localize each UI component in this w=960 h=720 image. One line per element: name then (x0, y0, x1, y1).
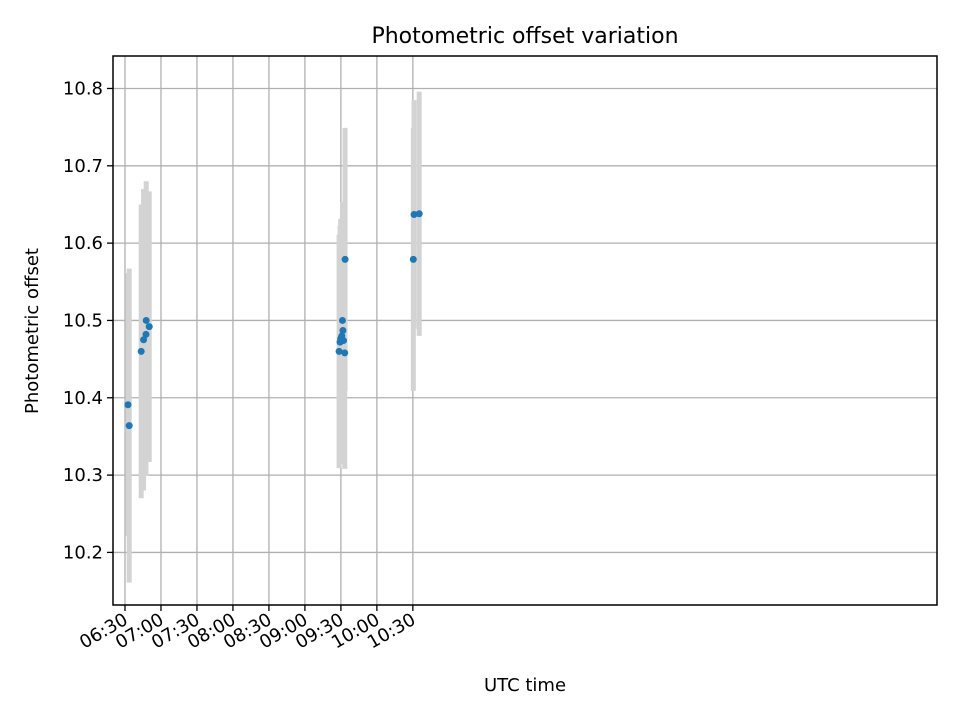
y-tick-label: 10.6 (63, 233, 103, 254)
y-tick-label: 10.2 (63, 542, 103, 563)
data-point (340, 337, 348, 345)
data-point (137, 347, 145, 355)
data-point (338, 316, 346, 324)
data-point (335, 347, 343, 355)
data-points (124, 210, 423, 430)
y-axis-label: Photometric offset (22, 248, 43, 414)
data-point (410, 211, 418, 219)
data-point (339, 327, 347, 334)
data-point (124, 401, 132, 409)
data-point (142, 316, 150, 324)
x-axis-label: UTC time (484, 675, 566, 696)
chart-title: Photometric offset variation (371, 24, 678, 49)
y-tick-label: 10.5 (63, 310, 103, 331)
y-tick-label: 10.4 (63, 388, 103, 409)
y-tick-label: 10.8 (63, 78, 103, 99)
plot-frame (112, 55, 938, 606)
grid-lines (113, 56, 937, 605)
data-point (409, 255, 417, 263)
data-point (415, 210, 423, 218)
data-point (142, 330, 150, 338)
y-tick-label: 10.7 (63, 156, 103, 177)
axis-ticks: 06:3007:0007:3008:0008:3009:0009:3010:00… (63, 78, 419, 653)
data-point (125, 422, 133, 430)
data-point (341, 255, 349, 263)
y-tick-label: 10.3 (63, 465, 103, 486)
data-point (145, 323, 153, 331)
data-point (341, 349, 349, 357)
data-point (140, 336, 148, 344)
